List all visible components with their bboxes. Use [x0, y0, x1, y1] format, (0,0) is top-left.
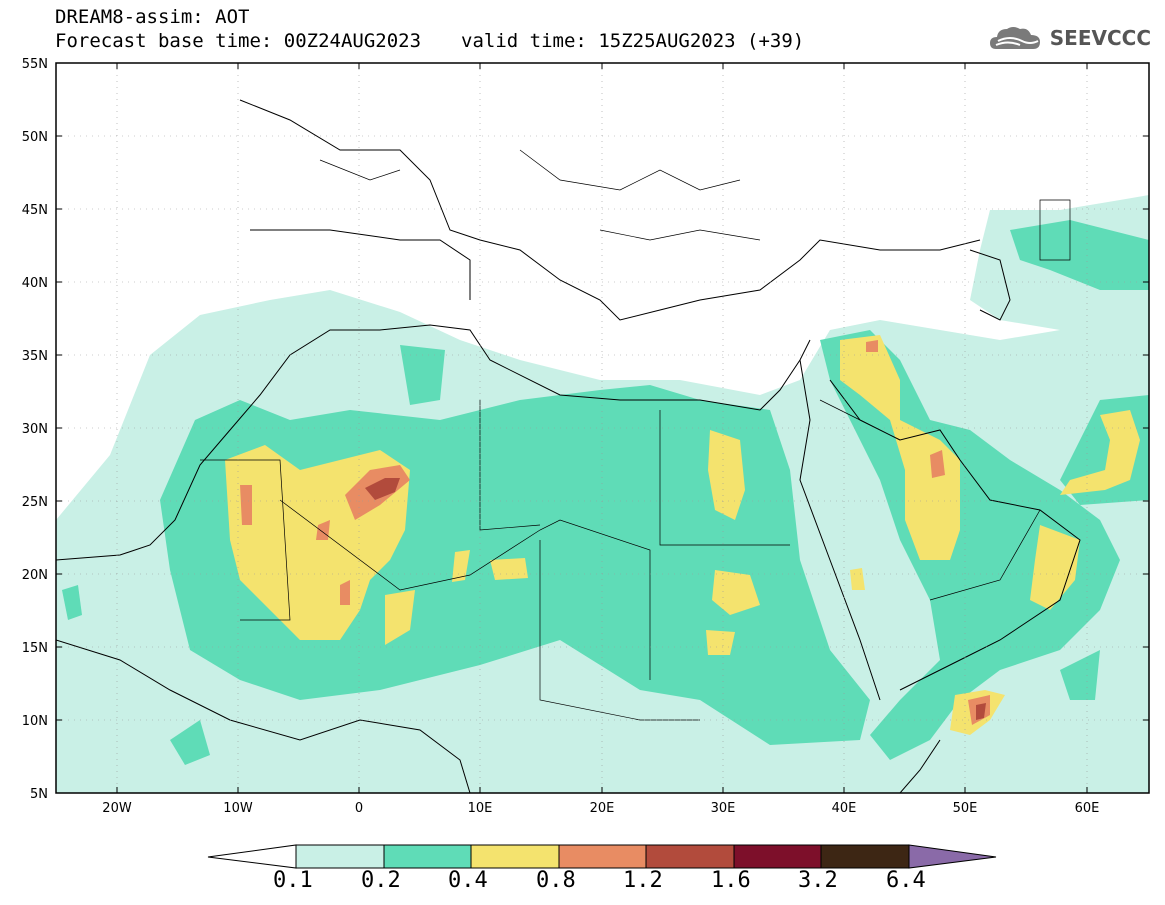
base-time: Forecast base time: 00Z24AUG2023: [55, 30, 422, 52]
colorbar-swatch: [470, 844, 560, 869]
lat-label: 5N: [30, 787, 48, 802]
lon-label: 20W: [102, 801, 132, 816]
lat-label: 55N: [22, 57, 48, 72]
valid-time: valid time: 15Z25AUG2023 (+39): [461, 30, 805, 52]
lon-label: 10W: [223, 801, 253, 816]
lat-label: 25N: [22, 495, 48, 510]
colorbar-high-arrow: [908, 844, 997, 869]
colorbar-label: 1.6: [711, 868, 751, 893]
lat-label: 50N: [22, 130, 48, 145]
lon-label: 60E: [1075, 801, 1100, 816]
colorbar: [207, 844, 997, 869]
tick-marks: [56, 62, 1149, 794]
colorbar-swatch: [383, 844, 472, 869]
lat-labels: 55N 50N 45N 40N 35N 30N 25N 20N 15N 10N …: [22, 57, 48, 802]
lon-label: 40E: [832, 801, 857, 816]
lat-label: 10N: [22, 714, 48, 729]
lat-label: 45N: [22, 203, 48, 218]
colorbar-label: 1.2: [623, 868, 663, 893]
lon-labels: 20W 10W 0 10E 20E 30E 40E 50E 60E: [102, 801, 1099, 816]
coastlines: [56, 99, 1081, 793]
colorbar-swatch: [733, 844, 822, 869]
lon-label: 20E: [590, 801, 615, 816]
lat-label: 20N: [22, 568, 48, 583]
colorbar-swatch: [295, 844, 385, 869]
colorbar-swatch: [645, 844, 735, 869]
borders: [200, 149, 1071, 721]
lon-label: 50E: [953, 801, 978, 816]
lat-label: 30N: [22, 422, 48, 437]
cloud-icon: [989, 27, 1040, 49]
lon-label: 0: [355, 801, 363, 816]
seevccc-logo: SEEVCCC: [988, 23, 1151, 53]
colorbar-swatch: [820, 844, 910, 869]
colorbar-label: 0.2: [361, 868, 401, 893]
colorbar-label: 0.4: [448, 868, 488, 893]
time-info: Forecast base time: 00Z24AUG2023 valid ti…: [55, 30, 804, 52]
colorbar-label: 6.4: [886, 868, 926, 893]
lat-label: 40N: [22, 276, 48, 291]
aot-contour-1.2: [365, 478, 986, 720]
lat-label: 15N: [22, 641, 48, 656]
colorbar-low-arrow: [207, 844, 297, 869]
colorbar-label: 0.8: [536, 868, 576, 893]
lon-label: 10E: [468, 801, 493, 816]
lat-label: 35N: [22, 349, 48, 364]
colorbar-label: 3.2: [798, 868, 838, 893]
lon-label: 30E: [711, 801, 736, 816]
chart-title: DREAM8-assim: AOT: [55, 6, 250, 28]
logo-text: SEEVCCC: [1049, 26, 1151, 50]
gridlines: [56, 63, 1149, 793]
colorbar-swatch: [558, 844, 647, 869]
colorbar-label: 0.1: [273, 868, 313, 893]
